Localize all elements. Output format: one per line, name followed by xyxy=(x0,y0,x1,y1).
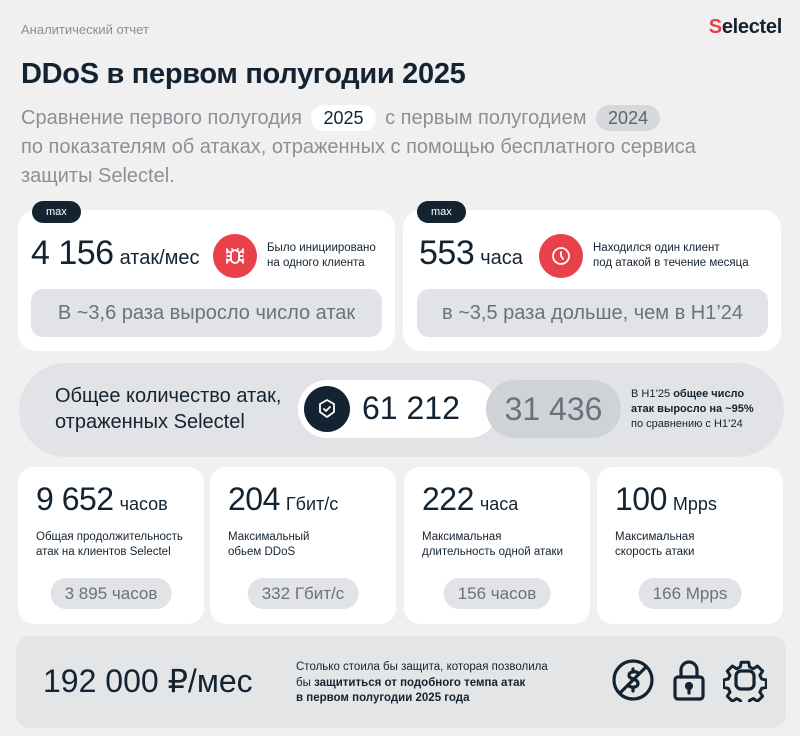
stat-headline: 100 Mpps xyxy=(615,481,717,518)
report-type-label: Аналитический отчет xyxy=(21,22,149,37)
protection-cost-value: 192 000 ₽/мес xyxy=(43,663,253,699)
previous-value-pill: 166 Mpps xyxy=(638,578,742,609)
previous-value-pill: 3 895 часов xyxy=(50,578,172,609)
stat-description: Максимальная длительность одной атаки xyxy=(422,530,563,560)
stat-description: Максимальный обьем DDoS xyxy=(228,530,309,560)
stat-description: Общая продолжительность атак на клиентов… xyxy=(36,530,183,560)
year-current-pill: 2025 xyxy=(311,105,376,131)
desc-line-1: Находился один клиент xyxy=(593,242,720,254)
desc-line-1: Было инициировано xyxy=(267,242,376,254)
cost-desc-bold-3: в первом полугодии 2025 года xyxy=(296,692,470,704)
max-card-attacks: max 4 156 атак/мес Было инициировано на … xyxy=(18,201,395,351)
max-badge: max xyxy=(32,201,81,223)
subtitle-text-3: по показателям об атаках, отраженных с п… xyxy=(21,136,696,187)
desc-line-1: Общая продолжительность xyxy=(36,531,183,543)
previous-value-pill: 332 Гбит/с xyxy=(247,578,359,609)
bug-icon xyxy=(213,234,257,278)
protection-cost-description: Столько стоила бы защита, которая позвол… xyxy=(296,660,548,707)
stat-description: Находился один клиент под атакой в течен… xyxy=(593,241,749,271)
total-label-line-1: Общее количество атак, xyxy=(55,385,282,407)
stat-value: 204 xyxy=(228,481,280,517)
stat-unit: Mpps xyxy=(672,494,717,514)
stat-description: Было инициировано на одного клиента xyxy=(267,241,376,271)
desc-line-2: на одного клиента xyxy=(267,257,365,269)
page-title: DDoS в первом полугодии 2025 xyxy=(21,58,466,90)
stat-value: 4 156 xyxy=(31,234,114,272)
desc-line-2: скорость атаки xyxy=(615,546,695,558)
max-card-duration: max 553 часа Находился один клиент под а… xyxy=(403,201,781,351)
stat-card-max-volume: 204 Гбит/с Максимальный обьем DDoS 332 Г… xyxy=(210,467,396,624)
stat-card-max-attack-duration: 222 часа Максимальная длительность одной… xyxy=(404,467,590,624)
padlock-icon xyxy=(667,658,711,702)
protection-cost-band: 192 000 ₽/мес Столько стоила бы защита, … xyxy=(16,636,786,728)
selectel-logo: Selectel xyxy=(708,16,783,39)
subtitle-text-2: с первым полугодием xyxy=(385,107,587,129)
attacks-per-month: 4 156 атак/мес xyxy=(31,234,200,273)
total-attacks-band: Общее количество атак, отраженных Select… xyxy=(19,363,784,457)
desc-line-2: длительность одной атаки xyxy=(422,546,563,558)
shield-check-icon xyxy=(304,386,350,432)
cost-desc-prefix: бы xyxy=(296,676,315,689)
desc-line-2: обьем DDoS xyxy=(228,546,296,558)
previous-value-pill: 156 часов xyxy=(443,578,551,609)
note-bold-1: общее число xyxy=(673,388,745,400)
total-growth-note: В H1’25 общее число атак выросло на ~95%… xyxy=(631,387,754,432)
stat-card-total-duration: 9 652 часов Общая продолжительность атак… xyxy=(18,467,204,624)
stat-value: 222 xyxy=(422,481,474,517)
desc-line-1: Максимальная xyxy=(422,531,502,543)
stat-headline: 9 652 часов xyxy=(36,481,168,518)
cost-desc-bold-2: защититься от подобного темпа атак xyxy=(314,676,526,689)
stat-unit: Гбит/с xyxy=(285,494,339,514)
cost-desc-line-1: Столько стоила бы защита, которая позвол… xyxy=(296,661,548,673)
comparison-bar: в ~3,5 раза дольше, чем в H1’24 xyxy=(417,289,768,337)
clock-icon xyxy=(539,234,583,278)
logo-rest: electel xyxy=(721,16,782,38)
stat-unit: часа xyxy=(480,247,523,269)
desc-line-1: Максимальная xyxy=(615,531,695,543)
total-label: Общее количество атак, отраженных Select… xyxy=(55,383,281,435)
desc-line-2: под атакой в течение месяца xyxy=(593,257,749,269)
stat-unit: часов xyxy=(119,494,168,514)
comparison-bar: В ~3,6 раза выросло число атак xyxy=(31,289,382,337)
cost-icons xyxy=(611,658,768,707)
year-previous-pill: 2024 xyxy=(596,105,661,131)
note-bold-2: атак выросло на ~95% xyxy=(631,403,754,415)
stat-value: 100 xyxy=(615,481,667,517)
desc-line-1: Максимальный xyxy=(228,531,310,543)
note-prefix: В H1’25 xyxy=(631,388,674,400)
total-current-value: 61 212 xyxy=(362,390,460,426)
stat-headline: 204 Гбит/с xyxy=(228,481,338,518)
total-label-line-2: отраженных Selectel xyxy=(55,411,245,433)
note-line-3: по сравнению с H1’24 xyxy=(631,418,743,430)
stat-headline: 222 часа xyxy=(422,481,518,518)
page-subtitle: Сравнение первого полугодия 2025 с первы… xyxy=(21,104,761,191)
stat-value: 9 652 xyxy=(36,481,114,517)
stat-description: Максимальная скорость атаки xyxy=(615,530,694,560)
total-previous-value: 31 436 xyxy=(486,380,621,438)
subtitle-text-1: Сравнение первого полугодия xyxy=(21,107,302,129)
total-current-pill: 61 212 xyxy=(298,380,498,438)
stat-value: 553 xyxy=(419,234,475,272)
duration-hours: 553 часа xyxy=(419,234,523,273)
max-badge: max xyxy=(417,201,466,223)
no-dollar-icon xyxy=(611,658,655,702)
logo-accent-letter: S xyxy=(708,16,722,38)
desc-line-2: атак на клиентов Selectel xyxy=(36,546,171,558)
stat-unit: атак/мес xyxy=(119,247,200,269)
gear-icon xyxy=(722,658,768,707)
stat-card-max-speed: 100 Mpps Максимальная скорость атаки 166… xyxy=(597,467,783,624)
stat-unit: часа xyxy=(479,494,519,514)
